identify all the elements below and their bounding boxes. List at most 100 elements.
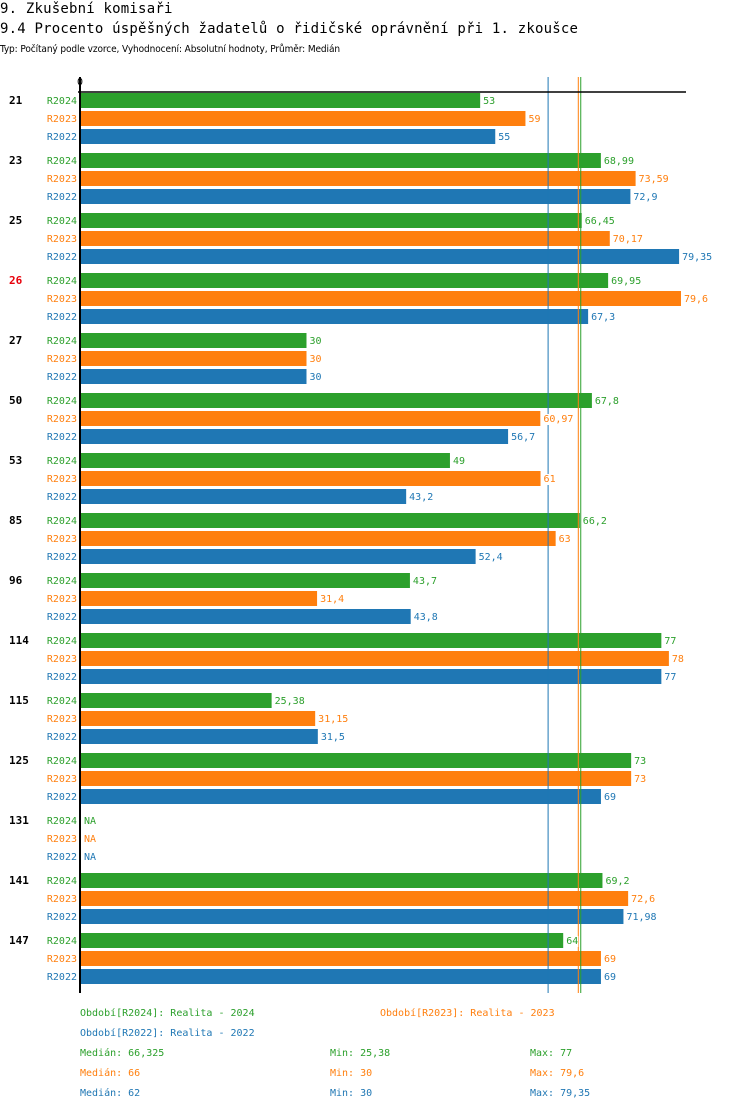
bar: [80, 291, 681, 306]
bar: [80, 729, 318, 744]
bar: [80, 591, 318, 606]
series-label: R2024: [47, 96, 77, 107]
category-label: 147: [9, 934, 29, 947]
bar: [80, 309, 589, 324]
series-label: R2024: [47, 156, 77, 167]
value-label: 30: [310, 354, 322, 365]
value-label-background: [594, 396, 619, 407]
value-label-background: [528, 114, 541, 125]
bar: [80, 549, 476, 564]
series-label: R2023: [47, 774, 77, 785]
value-label-background: [309, 354, 322, 365]
category-label: 96: [9, 574, 23, 587]
category-label: 50: [9, 394, 22, 407]
series-label: R2024: [47, 876, 77, 887]
value-label: 69: [604, 954, 616, 965]
value-label-background: [452, 456, 465, 467]
value-label: 64: [566, 936, 578, 947]
series-label: R2022: [47, 792, 77, 803]
series-label: R2023: [47, 894, 77, 905]
bar-chart: 021R2024R2023R202223R2024R2023R202225R20…: [9, 77, 713, 993]
value-label: NA: [84, 852, 96, 863]
category-label: 85: [9, 514, 22, 527]
value-label-background: [409, 492, 434, 503]
value-label: 55: [498, 132, 510, 143]
bar: [80, 411, 541, 426]
series-label: R2024: [47, 336, 77, 347]
chart-title: 9.4 Procento úspěšných žadatelů o řidičs…: [0, 21, 579, 37]
series-label: R2023: [47, 654, 77, 665]
category-label: 125: [9, 754, 29, 767]
category-label: 27: [9, 334, 22, 347]
series-label: R2023: [47, 354, 77, 365]
max-r2022: Max: 79,35: [530, 1088, 591, 1099]
value-label: 49: [453, 456, 465, 467]
bar: [80, 369, 307, 384]
median-r2023: Medián: 66: [80, 1068, 141, 1079]
value-label: 69,2: [605, 876, 629, 887]
value-label-background: [634, 756, 647, 767]
bar: [80, 93, 481, 108]
value-label: 79,6: [684, 294, 708, 305]
chart-subtitle: Typ: Počítaný podle vzorce, Vyhodnocení:…: [0, 44, 340, 55]
value-label: 31,4: [320, 594, 344, 605]
legend-r2022: Období[R2022]: Realita - 2022: [80, 1028, 255, 1039]
bar: [80, 771, 632, 786]
bar: [80, 951, 601, 966]
category-label: 114: [9, 634, 29, 647]
value-label: 25,38: [275, 696, 305, 707]
category-label: 25: [9, 214, 22, 227]
value-label-background: [682, 252, 713, 263]
max-r2023: Max: 79,6: [530, 1068, 585, 1079]
bar: [80, 129, 496, 144]
bar: [80, 249, 680, 264]
value-label-background: [543, 414, 574, 425]
median-r2022: Medián: 62: [80, 1088, 141, 1099]
bar: [80, 933, 564, 948]
bar: [80, 213, 582, 228]
series-label: R2023: [47, 414, 77, 425]
series-label: R2023: [47, 114, 77, 125]
series-label: R2023: [47, 174, 77, 185]
value-label-background: [631, 894, 656, 905]
median-r2024: Medián: 66,325: [80, 1048, 165, 1059]
value-label: 68,99: [604, 156, 634, 167]
bar: [80, 909, 624, 924]
bar: [80, 609, 411, 624]
value-label-background: [603, 792, 616, 803]
series-label: R2022: [47, 552, 77, 563]
bar: [80, 873, 603, 888]
value-label: 53: [483, 96, 495, 107]
series-label: R2022: [47, 312, 77, 323]
category-label: 21: [9, 94, 23, 107]
bar: [80, 453, 450, 468]
value-label-background: [603, 972, 616, 983]
category-label: 23: [9, 154, 22, 167]
series-label: R2023: [47, 294, 77, 305]
value-label: 72,6: [631, 894, 655, 905]
bar: [80, 489, 407, 504]
value-label-background: [483, 96, 496, 107]
value-label-background: [511, 432, 536, 443]
legend-r2023: Období[R2023]: Realita - 2023: [380, 1008, 555, 1019]
value-label: 63: [559, 534, 571, 545]
value-label-background: [605, 876, 630, 887]
category-label: 131: [9, 814, 29, 827]
value-label: 79,35: [682, 252, 712, 263]
series-label: R2022: [47, 492, 77, 503]
bar: [80, 633, 662, 648]
section-title: 9. Zkušební komisaři: [0, 1, 173, 17]
value-label-background: [84, 834, 97, 845]
category-label: 26: [9, 274, 23, 287]
value-label-background: [611, 276, 642, 287]
value-label-background: [309, 336, 322, 347]
value-label-background: [320, 594, 345, 605]
value-label: 30: [310, 336, 322, 347]
series-label: R2022: [47, 432, 77, 443]
value-label: 66,2: [583, 516, 607, 527]
value-label: 43,8: [414, 612, 438, 623]
value-label-background: [671, 654, 684, 665]
value-label-background: [478, 552, 503, 563]
value-label: 67,3: [591, 312, 615, 323]
value-label: 52,4: [479, 552, 503, 563]
